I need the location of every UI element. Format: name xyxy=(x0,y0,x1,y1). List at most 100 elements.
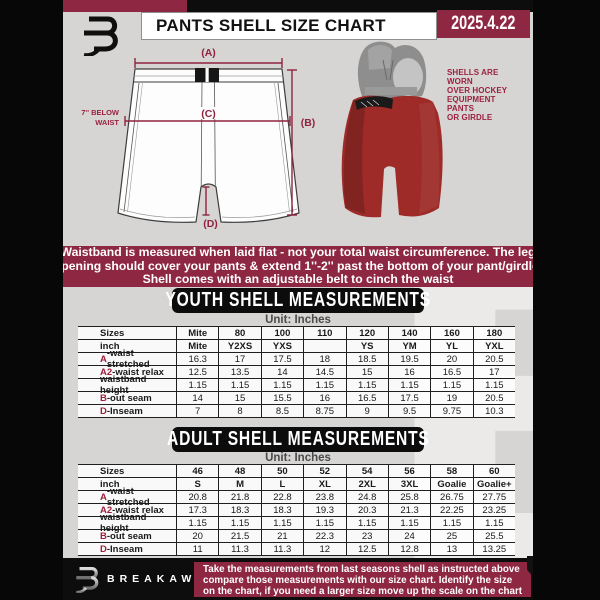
top-strip-accent xyxy=(63,0,187,12)
brand-wordmark: BREAKAWAY xyxy=(107,573,220,585)
table-cell: 60 xyxy=(489,465,500,477)
shell-product-photo xyxy=(341,41,443,218)
table-row: A2 -waist relax 12.5 13.5 14 14.5 15 16 16.5 17 xyxy=(78,366,515,379)
row-label: A -waist stretched xyxy=(78,486,177,508)
table-cell: 1.15 xyxy=(485,379,504,391)
row-label: waistband height xyxy=(78,512,177,534)
table-cell: 16.5 xyxy=(347,392,389,404)
table-row: inch Mite Y2XS YXS YS YM YL YXL xyxy=(78,340,515,353)
table-cell: 9 xyxy=(347,405,389,417)
table-row: D -Inseam 7 8 8.5 8.75 9 9.5 9.75 10.3 xyxy=(78,405,515,418)
row-label: inch xyxy=(78,340,177,352)
table-cell: YXS xyxy=(262,340,305,352)
table-cell: 27.75 xyxy=(482,491,507,503)
table-cell: Goalie+ xyxy=(477,478,512,490)
table-cell: 160 xyxy=(431,327,474,339)
table-cell: 21.5 xyxy=(219,530,262,542)
table-cell: 52 xyxy=(304,465,347,477)
table-cell: 16.5 xyxy=(431,366,474,378)
table-cell: 21.3 xyxy=(389,504,432,516)
table-cell: 10.3 xyxy=(485,405,504,417)
table-cell: 18.3 xyxy=(262,504,305,516)
table-cell: 1.15 xyxy=(389,517,432,529)
table-cell: 24 xyxy=(389,530,432,542)
table-cell: 16 xyxy=(304,392,347,404)
table-cell: 20.3 xyxy=(347,504,389,516)
table-cell: YL xyxy=(431,340,474,352)
table-cell: 15 xyxy=(219,392,262,404)
table-cell: 21 xyxy=(262,530,305,542)
table-cell: 20.8 xyxy=(177,491,220,503)
page-title-box: PANTS SHELL SIZE CHART xyxy=(141,12,437,40)
table-cell: 1.15 xyxy=(389,379,432,391)
table-cell: 1.15 xyxy=(431,517,474,529)
measure-label-b: (B) xyxy=(301,117,316,129)
table-cell: 8.75 xyxy=(304,405,347,417)
table-row: waistband height 1.15 1.15 1.15 1.15 1.15 1.15… xyxy=(78,374,515,396)
adult-section-heading: ADULT SHELL MEASUREMENTS xyxy=(166,427,430,452)
table-cell: 11 xyxy=(177,543,220,555)
table-cell: Goalie xyxy=(431,478,474,490)
table-cell: 18 xyxy=(304,353,347,365)
table-row: waistband height 1.15 1.15 1.15 1.15 1.15 1.15… xyxy=(78,512,515,534)
row-label: Sizes xyxy=(78,327,177,339)
table-row: B -out seam 20 21.5 21 22.3 23 24 25 25.5 xyxy=(78,530,515,543)
table-cell: 17.3 xyxy=(177,504,220,516)
table-cell: 18.3 xyxy=(219,504,262,516)
table-cell: 18.5 xyxy=(347,353,389,365)
table-cell: 12.5 xyxy=(177,366,220,378)
table-cell: 14.5 xyxy=(304,366,347,378)
row-label: inch xyxy=(78,478,177,490)
adult-size-table: Sizes 46 48 50 52 54 56 58 60 inch S M L XL 2XL 3XL Goal… xyxy=(78,464,515,556)
content-area: B PANTS SHELL SIZE CHART 2025.4.22 xyxy=(63,0,533,600)
table-cell: 12.5 xyxy=(347,543,389,555)
table-cell: 16 xyxy=(389,366,432,378)
table-cell: 1.15 xyxy=(304,517,347,529)
table-cell: 13.5 xyxy=(219,366,262,378)
table-cell: 1.15 xyxy=(347,517,389,529)
table-cell: 14 xyxy=(177,392,220,404)
table-cell: 24.8 xyxy=(347,491,389,503)
table-cell: 22.25 xyxy=(431,504,474,516)
table-cell: 3XL xyxy=(389,478,432,490)
measurement-lines xyxy=(124,58,297,216)
table-cell: 13 xyxy=(431,543,474,555)
table-cell: 80 xyxy=(219,327,262,339)
table-cell: 110 xyxy=(304,327,347,339)
table-cell: 120 xyxy=(347,327,389,339)
table-row: A2 -waist relax 17.3 18.3 18.3 19.3 20.3 21.3 22… xyxy=(78,504,515,517)
photo-caption: SHELLS ARE WORN OVER HOCKEY EQUIPMENT PA… xyxy=(447,68,508,122)
table-cell: 20 xyxy=(177,530,220,542)
table-cell: 22.8 xyxy=(262,491,305,503)
table-cell: 11.3 xyxy=(262,543,305,555)
table-row: A -waist stretched 16.3 17 17.5 18 18.5 19.5 20 2… xyxy=(78,348,515,370)
bookmark-pointer xyxy=(527,556,533,575)
table-row: Sizes Mite 80 100 110 120 140 160 180 xyxy=(78,327,515,340)
table-cell: 23.8 xyxy=(304,491,347,503)
table-cell: 12 xyxy=(304,543,347,555)
row-label: waistband height xyxy=(78,374,177,396)
table-cell: 1.15 xyxy=(304,379,347,391)
table-cell: 16.3 xyxy=(177,353,220,365)
table-cell: 12.8 xyxy=(389,543,432,555)
footer-note-box: Take the measurements from last seasons … xyxy=(194,562,531,597)
row-label: D -Inseam xyxy=(78,543,177,555)
table-cell: 1.15 xyxy=(262,517,305,529)
table-cell: 17.5 xyxy=(262,353,305,365)
table-cell: 17 xyxy=(489,366,500,378)
table-cell: 15 xyxy=(347,366,389,378)
table-row: B -out seam 14 15 15.5 16 16.5 17.5 19 20.5 xyxy=(78,392,515,405)
table-cell: 8 xyxy=(219,405,262,417)
date-text: 2025.4.22 xyxy=(451,13,516,34)
table-cell: S xyxy=(177,478,220,490)
youth-unit-label: Unit: Inches xyxy=(265,314,331,326)
row-label: D -Inseam xyxy=(78,405,177,417)
table-cell: Mite xyxy=(177,327,220,339)
table-cell: YS xyxy=(347,340,389,352)
table-cell: 15.5 xyxy=(262,392,305,404)
row-label: A -waist stretched xyxy=(78,348,177,370)
adult-unit-label: Unit: Inches xyxy=(265,452,331,464)
below-waist-note: 7'' BELOW WAIST xyxy=(81,108,119,127)
row-label: A2 -waist relax xyxy=(78,504,177,516)
